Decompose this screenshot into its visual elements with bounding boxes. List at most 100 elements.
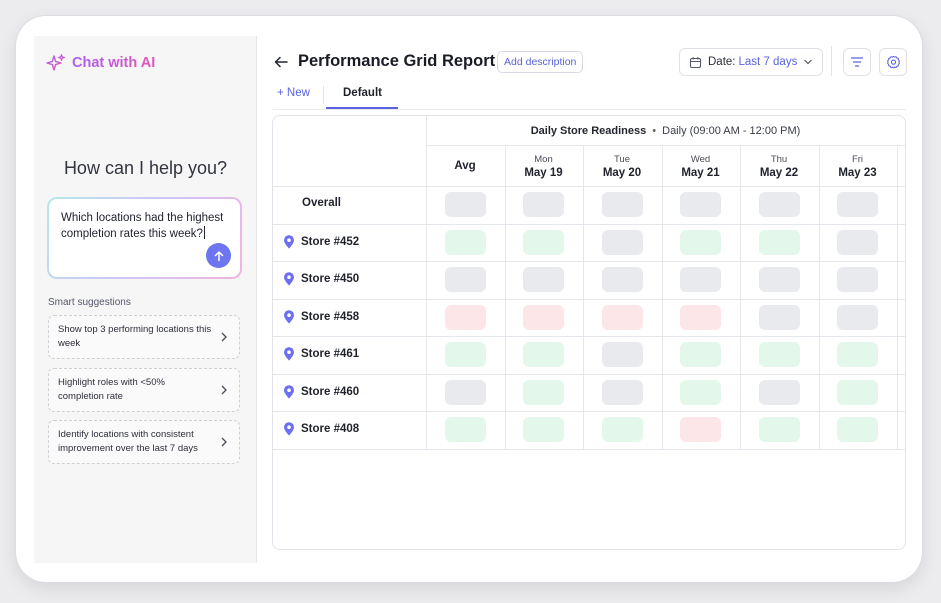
grid-cell-neutral[interactable] [837, 229, 879, 255]
grid-cell-good[interactable] [523, 417, 565, 443]
grid-cell-good[interactable] [680, 229, 722, 255]
chevron-down-icon [804, 59, 812, 65]
grid-divider [273, 373, 905, 375]
smart-suggestions-title: Smart suggestions [48, 297, 131, 308]
grid-cell-good[interactable] [837, 342, 879, 368]
suggestion-item[interactable]: Show top 3 performing locations this wee… [48, 315, 240, 359]
grid-cell-bad[interactable] [680, 304, 722, 330]
day-of-week: Tue [613, 154, 631, 165]
grid-cell-bad[interactable] [601, 304, 643, 330]
suggestion-label: Highlight roles with <50% completion rat… [58, 377, 165, 402]
day-of-week: Thu [770, 154, 788, 165]
add-description-button[interactable]: Add description [497, 51, 584, 73]
grid-divider [897, 146, 898, 449]
grid-cell-neutral[interactable] [444, 267, 486, 293]
suggestion-item[interactable]: Identify locations with consistent impro… [48, 420, 240, 464]
grid-cell-neutral[interactable] [837, 267, 879, 293]
grid-cell-good[interactable] [758, 229, 800, 255]
grid-cell-neutral[interactable] [837, 304, 879, 330]
toolbar-divider [831, 46, 832, 76]
grid-cell-neutral[interactable] [758, 192, 800, 218]
grid-cell-neutral[interactable] [601, 379, 643, 405]
grid-cell-good[interactable] [444, 229, 486, 255]
row-label-text: Store #452 [301, 235, 360, 248]
grid-cell-neutral[interactable] [758, 267, 800, 293]
grid-cell-neutral[interactable] [758, 379, 800, 405]
column-header-day: Wed May 21 [662, 146, 740, 186]
row-label: Store #458 [283, 309, 360, 324]
grid-cell-neutral[interactable] [444, 379, 486, 405]
chat-prompt-input[interactable]: Which locations had the highest completi… [47, 197, 242, 279]
grid-cell-good[interactable] [444, 417, 486, 443]
grid-cell-good[interactable] [601, 417, 643, 443]
grid-cell-neutral[interactable] [523, 267, 565, 293]
grid-cell-good[interactable] [680, 379, 722, 405]
grid-cell-neutral[interactable] [601, 229, 643, 255]
grid-cell-good[interactable] [758, 342, 800, 368]
settings-button[interactable] [879, 48, 907, 76]
grid-cell-neutral[interactable] [444, 192, 486, 218]
grid-cell-good[interactable] [523, 229, 565, 255]
grid-cell-good[interactable] [523, 342, 565, 368]
grid-cell-good[interactable] [837, 417, 879, 443]
row-label: Store #452 [283, 234, 360, 249]
row-label-text: Store #458 [301, 310, 360, 323]
grid-cell-neutral[interactable] [758, 304, 800, 330]
send-button[interactable] [206, 243, 231, 268]
filter-button[interactable] [843, 48, 871, 76]
grid-divider [583, 146, 584, 449]
grid-cell-neutral[interactable] [601, 192, 643, 218]
prompt-text: Which locations had the highest completi… [61, 212, 224, 240]
back-arrow-icon[interactable] [273, 54, 289, 70]
date-filter-button[interactable]: Date: Last 7 days [679, 48, 823, 76]
grid-divider [273, 186, 905, 187]
grid-cell-good[interactable] [444, 342, 486, 368]
row-label-text: Store #461 [301, 348, 360, 360]
separator-dot: • [652, 124, 657, 137]
band-title: Daily Store Readiness [530, 124, 647, 137]
grid-cell-neutral[interactable] [601, 342, 643, 368]
calendar-icon [689, 56, 702, 68]
grid-cell-neutral[interactable] [680, 267, 722, 293]
location-pin-icon [284, 384, 294, 398]
gear-icon [886, 55, 900, 68]
grid-cell-bad[interactable] [523, 304, 565, 330]
row-label-text: Store #450 [301, 273, 360, 285]
tab-default[interactable]: Default [343, 87, 382, 99]
grid-divider [818, 146, 820, 449]
day-date: May 19 [524, 167, 563, 179]
row-label: Store #450 [283, 272, 359, 286]
grid-cell-good[interactable] [680, 342, 722, 368]
grid-cell-good[interactable] [523, 379, 565, 405]
day-date: May 20 [602, 167, 642, 179]
active-tab-indicator [326, 107, 398, 109]
column-header-day: Thu May 22 [740, 146, 818, 186]
grid-cell-good[interactable] [758, 417, 800, 443]
filter-icon [850, 57, 864, 67]
row-label-text: Overall [302, 197, 341, 209]
grid-cell-neutral[interactable] [601, 267, 643, 293]
grid-cell-neutral[interactable] [523, 192, 565, 218]
app-window: Chat with AI How can I help you? Which l… [16, 16, 922, 582]
grid-cell-neutral[interactable] [680, 192, 722, 218]
day-date: May 22 [759, 167, 799, 179]
grid-cell-bad[interactable] [680, 417, 722, 443]
suggestion-item[interactable]: Highlight roles with <50% completion rat… [48, 368, 240, 412]
column-header-day: Mon May 19 [505, 146, 583, 186]
day-date: May 21 [681, 167, 720, 179]
date-value: Last 7 days [738, 56, 798, 68]
grid-cell-neutral[interactable] [837, 192, 879, 218]
location-pin-icon [284, 272, 294, 286]
grid-divider [504, 146, 506, 449]
day-of-week: Fri [851, 154, 864, 165]
column-header-day: Tue May 20 [583, 146, 661, 186]
tab-new[interactable]: + New [277, 87, 310, 99]
suggestion-label: Show top 3 performing locations this wee… [58, 324, 212, 349]
avg-label: Avg [454, 160, 476, 172]
day-of-week: Mon [534, 154, 553, 165]
grid-cell-bad[interactable] [444, 304, 486, 330]
grid-divider [273, 223, 905, 225]
suggestion-label: Identify locations with consistent impro… [58, 429, 198, 454]
grid-cell-good[interactable] [837, 379, 879, 405]
row-label: Store #460 [283, 384, 359, 399]
